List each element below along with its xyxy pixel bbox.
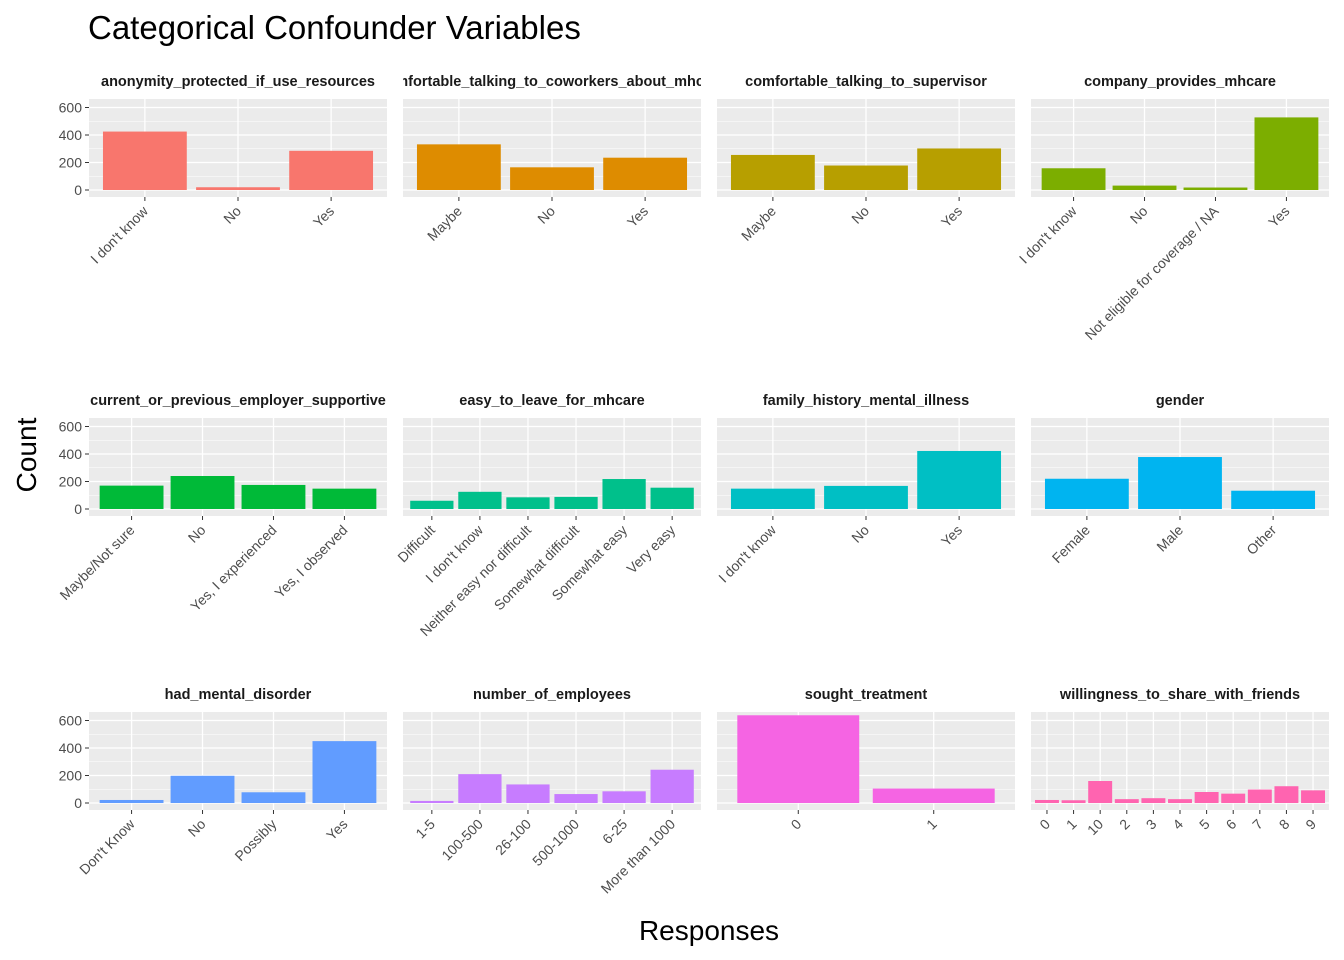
bar	[510, 167, 594, 190]
bar	[1168, 799, 1192, 803]
bar	[917, 148, 1002, 190]
bar	[554, 496, 598, 509]
bar	[170, 476, 235, 509]
bar	[650, 487, 694, 509]
bar	[1247, 789, 1272, 803]
bar	[99, 485, 164, 509]
bar	[1041, 168, 1106, 190]
bar	[1088, 781, 1113, 803]
facet-strip-label: family_history_mental_illness	[763, 393, 969, 409]
y-tick-label: 200	[59, 155, 83, 171]
facet-strip-label: company_provides_mhcare	[1084, 74, 1276, 90]
facet-panel: comfortable_talking_to_coworkers_about_m…	[378, 74, 725, 244]
bar	[410, 800, 454, 803]
bar	[289, 150, 374, 190]
bar	[737, 715, 860, 803]
bar	[410, 500, 454, 509]
y-tick-label: 400	[59, 740, 83, 756]
bar	[917, 450, 1002, 509]
x-axis-label: Responses	[639, 915, 779, 946]
facet-strip-label: willingness_to_share_with_friends	[1059, 687, 1300, 703]
y-tick-label: 0	[74, 795, 82, 811]
y-tick-label: 0	[74, 182, 82, 198]
bar	[312, 488, 377, 509]
bar	[506, 784, 550, 803]
bar	[102, 131, 187, 190]
bar	[1044, 478, 1129, 509]
bar	[1221, 793, 1246, 803]
bar	[554, 794, 598, 803]
y-tick-label: 600	[59, 100, 83, 116]
bar	[170, 775, 235, 803]
bar	[872, 788, 995, 803]
facet-strip-label: easy_to_leave_for_mhcare	[459, 393, 644, 409]
bar	[1138, 457, 1222, 509]
bar	[99, 799, 164, 803]
facet-strip-label: comfortable_talking_to_supervisor	[745, 74, 987, 90]
bar	[458, 774, 502, 803]
bar	[241, 484, 306, 509]
bar	[458, 491, 502, 509]
y-tick-label: 400	[59, 446, 83, 462]
bar	[1114, 799, 1139, 803]
facet-strip-label: sought_treatment	[805, 687, 928, 703]
bar	[241, 792, 306, 803]
bar	[650, 769, 694, 803]
bar	[730, 488, 815, 509]
y-tick-label: 200	[59, 474, 83, 490]
bar	[603, 157, 688, 190]
chart-title: Categorical Confounder Variables	[88, 9, 581, 46]
y-tick-label: 0	[74, 501, 82, 517]
bar	[1141, 798, 1166, 803]
bar	[196, 187, 280, 190]
bar	[506, 497, 550, 509]
bar	[730, 154, 815, 190]
bar	[1231, 490, 1316, 509]
bar	[416, 144, 501, 190]
y-tick-label: 400	[59, 127, 83, 143]
bar	[602, 479, 646, 509]
bar	[1301, 790, 1326, 803]
bar	[1274, 786, 1299, 803]
facet-strip-label: anonymity_protected_if_use_resources	[101, 74, 375, 90]
facet-strip-label: gender	[1156, 393, 1205, 409]
bar	[824, 485, 908, 509]
facet-strip-label: current_or_previous_employer_supportive	[90, 393, 386, 409]
y-axis-label: Count	[11, 417, 42, 492]
bar	[312, 741, 377, 803]
bar	[824, 165, 908, 190]
bar	[1254, 117, 1319, 190]
facet-strip-label: number_of_employees	[473, 687, 631, 703]
bar	[1183, 187, 1248, 190]
y-tick-label: 600	[59, 419, 83, 435]
bar	[1112, 185, 1177, 190]
bar	[1194, 792, 1219, 803]
facet-strip-label: had_mental_disorder	[165, 687, 312, 703]
facet-strip-label: comfortable_talking_to_coworkers_about_m…	[378, 74, 725, 90]
bar	[1034, 799, 1059, 803]
y-tick-label: 600	[59, 713, 83, 729]
bar	[1061, 800, 1086, 803]
bar	[602, 791, 646, 803]
y-tick-label: 200	[59, 768, 83, 784]
